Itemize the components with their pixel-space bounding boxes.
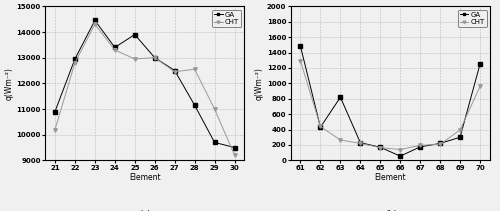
CHT [397,148,403,151]
CHT [52,128,58,131]
GA [437,142,443,145]
CHT [72,62,78,64]
GA [52,110,58,113]
GA [192,104,198,106]
GA [172,69,177,72]
CHT [132,58,138,60]
GA [112,46,118,49]
GA [397,155,403,157]
CHT [192,68,198,70]
GA [417,146,423,148]
GA [338,96,344,99]
GA [232,146,237,149]
GA [72,58,78,60]
GA [212,141,218,144]
X-axis label: Element: Element [129,173,160,182]
CHT [298,60,304,62]
CHT [152,56,158,59]
CHT [437,143,443,145]
Legend: GA, CHT: GA, CHT [458,10,486,27]
CHT [112,49,118,51]
Line: CHT: CHT [53,23,236,157]
CHT [378,146,384,149]
CHT [417,144,423,147]
CHT [318,125,324,128]
CHT [338,139,344,141]
CHT [477,85,483,88]
Text: (b): (b) [384,210,396,211]
CHT [92,23,98,26]
Line: GA: GA [299,45,482,158]
X-axis label: Element: Element [374,173,406,182]
Y-axis label: q(Wm⁻²): q(Wm⁻²) [255,67,264,100]
Line: GA: GA [53,19,236,149]
GA [318,126,324,128]
GA [378,146,384,149]
GA [132,33,138,36]
GA [92,19,98,22]
Text: (a): (a) [138,210,151,211]
GA [358,141,364,144]
Line: CHT: CHT [299,59,482,151]
GA [457,136,463,139]
CHT [358,142,364,145]
Legend: GA, CHT: GA, CHT [212,10,241,27]
CHT [232,154,237,157]
GA [298,45,304,48]
GA [477,63,483,65]
CHT [172,70,177,73]
CHT [212,108,218,110]
CHT [457,129,463,131]
Y-axis label: q(Wm⁻²): q(Wm⁻²) [4,67,14,100]
GA [152,56,158,59]
